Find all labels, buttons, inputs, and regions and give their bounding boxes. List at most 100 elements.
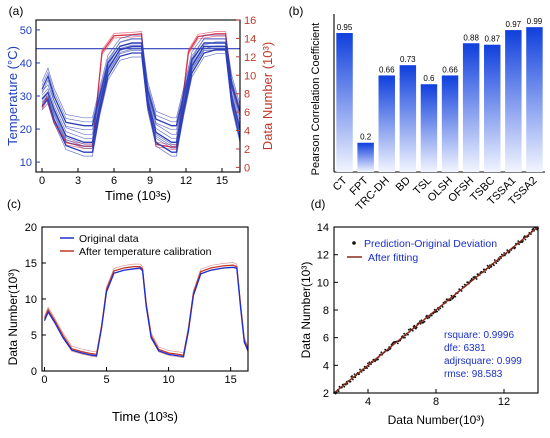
right-y-tick-label: 12 <box>244 52 256 64</box>
right-y-tick-label: 0 <box>244 162 250 174</box>
scatter-point <box>352 378 354 381</box>
scatter-point <box>484 271 487 273</box>
temperature-line <box>41 45 241 143</box>
y-tick-label: 10 <box>317 277 329 289</box>
x-tick-label: 0 <box>41 374 47 386</box>
scatter-point <box>439 307 442 310</box>
scatter-point <box>351 375 353 377</box>
y-axis-label: Data Number(10³) <box>6 269 20 366</box>
scatter-point <box>441 306 444 308</box>
bar-value-label: 0.88 <box>463 33 479 42</box>
x-tick-label: 15 <box>225 374 237 386</box>
bar <box>336 33 353 172</box>
scatter-point <box>367 362 369 365</box>
right-y-tick-label: 14 <box>244 33 256 45</box>
bar <box>505 30 522 173</box>
scatter-point <box>403 332 405 335</box>
bar-value-label: 0.6 <box>423 74 435 83</box>
scatter-point <box>407 328 410 331</box>
panel-a: 0 3 6 9 12 15 10 20 30 40 50 0 2 4 6 8 10 12 14 16 Time (10³… <box>5 4 275 203</box>
scatter-point <box>449 299 452 302</box>
bar-value-label: 0.66 <box>442 65 458 74</box>
y-tick-label: 5 <box>31 330 37 342</box>
y-tick-label: 15 <box>25 258 37 270</box>
panel-d: 4 8 12 2 4 6 8 10 12 14 Prediction-Original Deviat… <box>299 197 539 427</box>
right-y-tick-label: 10 <box>244 70 256 82</box>
x-tick-label: 0 <box>39 175 45 187</box>
fit-statistic: rmse: 98.583 <box>444 369 503 380</box>
legend-label: After fitting <box>368 252 418 264</box>
fit-statistic: adjrsquare: 0.999 <box>444 356 522 367</box>
bar-value-label: 0.95 <box>337 23 353 32</box>
fit-statistic: dfe: 6381 <box>444 343 486 354</box>
y-tick-label: 8 <box>323 305 329 317</box>
bar-value-label: 0.73 <box>400 55 416 64</box>
right-y-tick-label: 16 <box>244 15 256 27</box>
x-tick-label: 12 <box>180 175 192 187</box>
category-label: BD <box>394 175 413 194</box>
scatter-point <box>467 281 469 284</box>
temperature-line <box>41 49 241 153</box>
left-y-tick-label: 10 <box>20 157 32 169</box>
scatter-point <box>524 238 527 241</box>
panel-label: (b) <box>289 4 304 18</box>
scatter-point <box>532 227 535 230</box>
temperature-line <box>41 41 241 145</box>
right-y-axis-label: Data Number (10³) <box>260 42 275 150</box>
temperature-line <box>41 34 241 119</box>
right-y-tick-label: 6 <box>244 107 250 119</box>
y-tick-label: 20 <box>25 222 37 234</box>
scatter-point <box>411 329 414 332</box>
bar <box>378 75 395 172</box>
fit-statistic: rsquare: 0.9996 <box>444 330 514 341</box>
left-y-tick-label: 20 <box>20 124 32 136</box>
panel-label: (d) <box>311 197 326 211</box>
x-tick-label: 3 <box>75 175 81 187</box>
bar <box>526 27 543 172</box>
bar-value-label: 0.66 <box>379 65 395 74</box>
legend-label: Original data <box>79 233 139 245</box>
y-tick-label: 4 <box>323 360 329 372</box>
scatter-point <box>493 264 495 267</box>
bar <box>420 84 438 172</box>
scatter-point <box>493 259 496 261</box>
fit-line <box>333 226 539 394</box>
scatter-point <box>343 385 346 388</box>
scatter-point <box>475 278 478 280</box>
legend-label: After temperature calibration <box>79 246 212 258</box>
y-axis-label: Data Number(10³) <box>299 262 313 359</box>
category-label: CT <box>331 174 350 193</box>
bar <box>399 65 417 172</box>
y-tick-label: 0 <box>31 366 37 378</box>
scatter-point <box>404 336 406 339</box>
original-data-line <box>43 266 249 358</box>
scatter-point <box>514 246 517 249</box>
scatter-point <box>450 294 453 297</box>
scatter-point <box>518 243 520 246</box>
bar <box>484 44 501 172</box>
x-tick-label: 5 <box>103 374 109 386</box>
temperature-line <box>41 45 241 149</box>
scatter-point <box>428 316 431 319</box>
bar <box>441 75 459 172</box>
scatter-point <box>368 361 371 364</box>
y-tick-label: 2 <box>323 388 329 400</box>
scatter-point <box>423 320 426 323</box>
calibrated-noise-line <box>44 267 249 359</box>
x-tick-label: 4 <box>365 396 371 408</box>
x-tick-label: 10 <box>162 374 174 386</box>
left-y-axis-label: Temperature (°C) <box>5 46 20 146</box>
left-y-tick-label: 30 <box>20 91 32 103</box>
x-axis-label: Data Number(10³) <box>388 413 485 427</box>
scatter-point <box>437 308 440 311</box>
y-tick-label: 14 <box>317 222 329 234</box>
bar <box>357 142 374 172</box>
bar <box>462 43 480 172</box>
x-tick-label: 6 <box>111 175 117 187</box>
left-y-tick-label: 50 <box>20 25 32 37</box>
scatter-point <box>349 380 352 383</box>
right-y-tick-label: 4 <box>244 126 250 138</box>
scatter-point <box>359 368 361 371</box>
